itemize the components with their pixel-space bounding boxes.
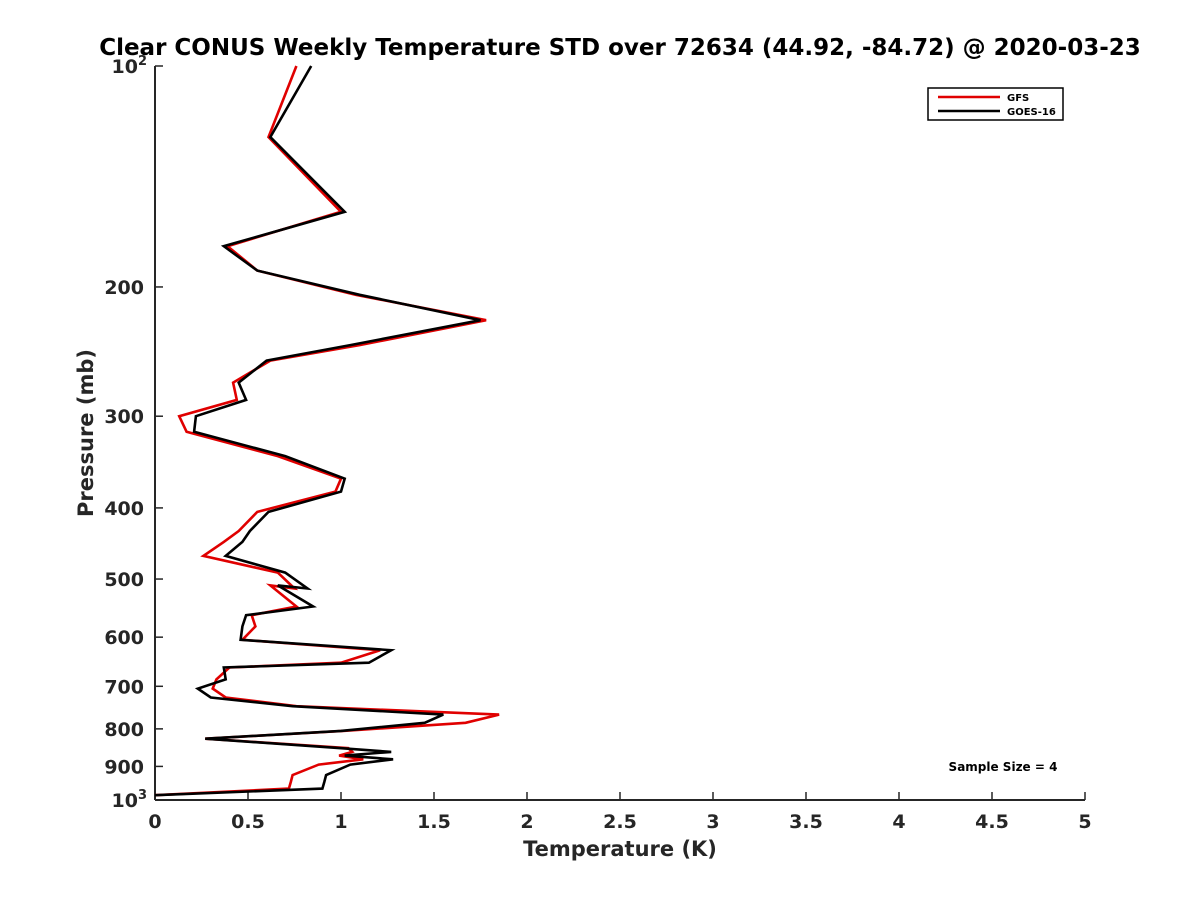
- y-ticks: 102 200 300 400 500 600 700 800 900 103: [104, 54, 163, 812]
- sample-size-annotation: Sample Size = 4: [949, 760, 1058, 774]
- x-tick-label: 1.5: [417, 811, 451, 833]
- y-tick-label: 900: [104, 756, 144, 778]
- x-tick-label: 2.5: [603, 811, 637, 833]
- x-axis-title: Temperature (K): [523, 837, 717, 861]
- y-tick-label: 700: [104, 676, 144, 698]
- x-tick-label: 4: [892, 811, 905, 833]
- y-axis-title: Pressure (mb): [74, 349, 98, 517]
- y-tick-label: 800: [104, 719, 144, 741]
- x-tick-label: 3.5: [789, 811, 823, 833]
- y-tick-label: 400: [104, 498, 144, 520]
- x-ticks: 0 0.5 1 1.5 2 2.5 3 3.5 4 4.5 5: [148, 792, 1092, 833]
- y-tick-label: 200: [104, 277, 144, 299]
- y-tick-label: 103: [112, 788, 148, 812]
- legend: GFS GOES-16: [927, 87, 1064, 121]
- chart-title: Clear CONUS Weekly Temperature STD over …: [99, 35, 1141, 61]
- legend-label-gfs: GFS: [1007, 93, 1029, 104]
- plot-area: [154, 66, 1085, 801]
- x-tick-label: 1: [334, 811, 347, 833]
- x-tick-label: 5: [1078, 811, 1091, 833]
- legend-label-goes: GOES-16: [1007, 107, 1056, 118]
- x-tick-label: 0.5: [231, 811, 265, 833]
- series-group: [154, 65, 500, 797]
- x-tick-label: 0: [148, 811, 161, 833]
- x-tick-label: 2: [520, 811, 533, 833]
- y-tick-label: 500: [104, 569, 144, 591]
- y-tick-label: 300: [104, 406, 144, 428]
- x-tick-label: 4.5: [975, 811, 1009, 833]
- y-tick-label: 600: [104, 627, 144, 649]
- legend-box: [927, 87, 1064, 121]
- series-line-goes-16: [154, 65, 481, 797]
- x-tick-label: 3: [706, 811, 719, 833]
- y-tick-label: 102: [112, 54, 148, 78]
